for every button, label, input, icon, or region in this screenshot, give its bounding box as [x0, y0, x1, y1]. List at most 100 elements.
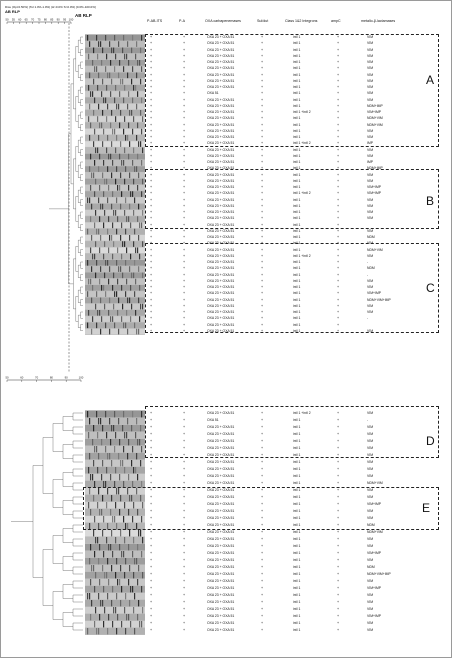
gel-band	[124, 432, 126, 439]
gel-lane	[85, 418, 145, 425]
gel-band	[127, 488, 129, 495]
gel-band	[87, 593, 89, 600]
itsc-mark: +	[150, 523, 153, 527]
gel-band	[132, 551, 134, 558]
integron-cell: intI 1	[293, 185, 301, 189]
ampc-mark: +	[337, 85, 340, 89]
gel-band	[127, 297, 129, 304]
gel-band	[88, 278, 90, 285]
gel-band	[99, 509, 101, 516]
gel-band	[141, 128, 143, 135]
gel-band	[139, 439, 141, 446]
sul-mark: +	[261, 253, 264, 258]
gel-lane	[85, 160, 145, 166]
gel-band	[125, 135, 127, 141]
mbl-cell: VIM	[367, 78, 374, 83]
sul-mark: +	[261, 235, 264, 239]
gel-band	[126, 614, 128, 621]
itsc-mark: +	[150, 53, 153, 58]
integron-cell: intI 1	[293, 210, 301, 214]
gel-band	[94, 481, 96, 488]
gel-band	[119, 185, 121, 191]
gel-band	[96, 228, 98, 235]
pa-mark: +	[183, 572, 186, 576]
integron-cell: intI 1	[293, 614, 301, 618]
gel-band	[141, 551, 143, 558]
gel-band	[100, 203, 102, 210]
gel-band	[112, 586, 114, 593]
gel-title: AB RLP	[75, 13, 92, 18]
sul-mark: +	[261, 516, 264, 520]
mbl-cell: VIM	[367, 579, 374, 583]
mbl-cell: NDM+VIM	[367, 481, 383, 485]
ampc-mark: +	[337, 495, 340, 499]
gel-band	[120, 203, 122, 210]
oxa-cell: OXA 23 + OXA 51	[207, 178, 235, 183]
gel-band	[96, 291, 98, 297]
pa-mark: +	[183, 488, 186, 492]
gel-band	[99, 153, 101, 160]
itsc-mark: +	[150, 607, 153, 611]
gel-band	[88, 85, 90, 91]
cluster-box-a	[145, 34, 439, 147]
pa-mark: +	[183, 160, 186, 164]
gel-band	[123, 160, 125, 166]
itsc-mark: +	[150, 297, 153, 302]
gel-band	[106, 502, 108, 509]
gel-band	[107, 628, 109, 635]
gel-band	[117, 185, 119, 191]
pa-mark: +	[183, 103, 186, 108]
gel-band	[94, 66, 96, 72]
gel-band	[102, 172, 104, 179]
gel-band	[134, 260, 136, 266]
integron-cell: intI 1	[293, 446, 301, 450]
integron-cell: intI 1	[293, 197, 301, 202]
gel-band	[122, 425, 124, 432]
gel-band	[127, 418, 129, 425]
gel-band	[96, 66, 98, 72]
ampc-mark: +	[337, 418, 340, 422]
sul-mark: +	[261, 285, 264, 289]
gel-band	[126, 247, 128, 254]
cluster-label-c: C	[426, 281, 435, 295]
mbl-cell: VIM	[367, 460, 374, 464]
mbl-cell: VIM	[367, 600, 374, 604]
sul-mark: +	[261, 460, 264, 464]
gel-band	[112, 253, 114, 260]
itsc-mark: +	[150, 328, 153, 333]
gel-band	[113, 47, 115, 54]
gel-band	[121, 160, 123, 166]
oxa-cell: OXA 23 + OXA 51	[207, 222, 235, 227]
gel-band	[112, 222, 114, 229]
integron-cell: intI 1	[293, 297, 301, 302]
itsc-mark: +	[150, 160, 153, 164]
oxa-cell: OXA 23 + OXA 51	[207, 411, 235, 415]
ampc-mark: +	[337, 481, 340, 485]
gel-band	[119, 91, 121, 97]
sul-mark: +	[261, 172, 264, 177]
mbl-cell: VIM	[367, 278, 374, 283]
integron-cell: intI 1	[293, 495, 301, 499]
gel-band	[110, 544, 112, 551]
ampc-mark: +	[337, 122, 340, 127]
itsc-mark: +	[150, 166, 153, 171]
gel-lane	[85, 593, 145, 600]
gel-band	[137, 614, 139, 621]
integron-cell: intI 1	[293, 247, 301, 252]
pa-mark: +	[183, 247, 186, 252]
pa-mark: +	[183, 85, 186, 89]
itsc-mark: +	[150, 216, 153, 221]
gel-band	[129, 266, 131, 272]
pa-mark: +	[183, 203, 186, 208]
integron-cell: intI 1	[293, 530, 301, 534]
gel-band	[142, 607, 144, 614]
gel-band	[118, 297, 120, 304]
pa-mark: +	[183, 228, 186, 233]
gel-band	[91, 266, 93, 272]
gel-lane	[85, 110, 145, 116]
itsc-mark: +	[150, 516, 153, 520]
oxa-cell: OXA 23 + OXA 51	[207, 607, 235, 611]
cluster-box-c	[145, 243, 439, 333]
gel-band	[120, 110, 122, 116]
